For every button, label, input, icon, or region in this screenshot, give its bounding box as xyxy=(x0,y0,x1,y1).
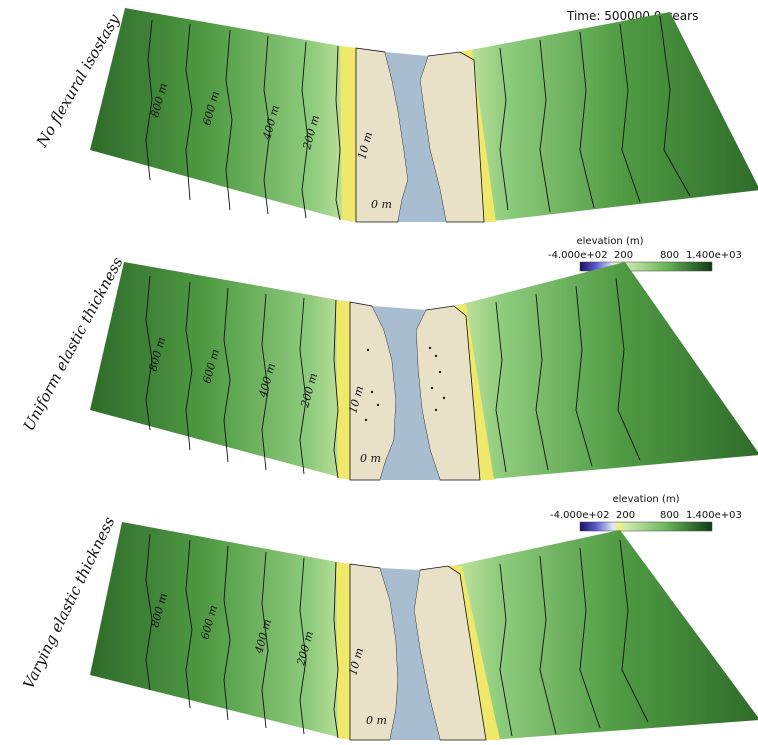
colorbar-tick-800: 800 xyxy=(660,510,679,521)
colorbar-tick-max: 1.400e+03 xyxy=(686,510,742,521)
colorbar-tick-min: -4.000e+02 xyxy=(550,510,610,521)
colorbar-tick-200: 200 xyxy=(614,250,633,261)
colorbar-title: elevation (m) xyxy=(612,494,679,505)
colorbar-tick-200: 200 xyxy=(616,510,635,521)
contour-lines-left xyxy=(145,533,339,739)
left-land xyxy=(90,8,352,222)
contour-label-0: 0 m xyxy=(366,714,387,727)
left-land xyxy=(90,522,350,740)
right-land xyxy=(452,530,758,740)
sand-pits xyxy=(364,346,446,422)
colorbar-tick-800: 800 xyxy=(660,250,679,261)
panel-varying-elastic-thickness: Varying elastic thickness 800 m 600 m 40… xyxy=(19,514,758,741)
left-beach xyxy=(340,46,358,222)
contour-lines-right xyxy=(499,539,649,737)
contour-lines-left xyxy=(145,19,341,221)
colorbar-tick-min: -4.000e+02 xyxy=(548,250,608,261)
colorbar-gradient xyxy=(579,521,713,532)
right-land xyxy=(460,12,758,222)
channel-water xyxy=(385,52,446,222)
left-beach xyxy=(336,562,352,740)
left-beach xyxy=(336,300,352,480)
contour-label-0: 0 m xyxy=(371,198,392,211)
left-land xyxy=(90,262,350,480)
colorbar-2: elevation (m) -4.000e+02 200 800 1.400e+… xyxy=(550,494,742,532)
colorbar-tick-max: 1.400e+03 xyxy=(686,250,742,261)
contour-label-0: 0 m xyxy=(360,452,381,465)
colorbar-1: elevation (m) -4.000e+02 200 800 1.400e+… xyxy=(548,236,742,272)
right-land xyxy=(455,262,758,480)
channel-water xyxy=(372,306,440,480)
colorbar-gradient xyxy=(579,261,713,272)
contour-lines-left xyxy=(145,275,339,479)
panel-no-flexural-isostasy: No flexural isostasy 800 m 600 m 400 m 2… xyxy=(32,8,758,223)
contour-lines-right xyxy=(499,15,691,213)
contour-lines-right xyxy=(495,277,641,473)
channel-water xyxy=(380,568,440,740)
panel-uniform-elastic-thickness: Uniform elastic thickness 800 m 600 m 40… xyxy=(20,254,758,481)
colorbar-title: elevation (m) xyxy=(576,236,643,247)
